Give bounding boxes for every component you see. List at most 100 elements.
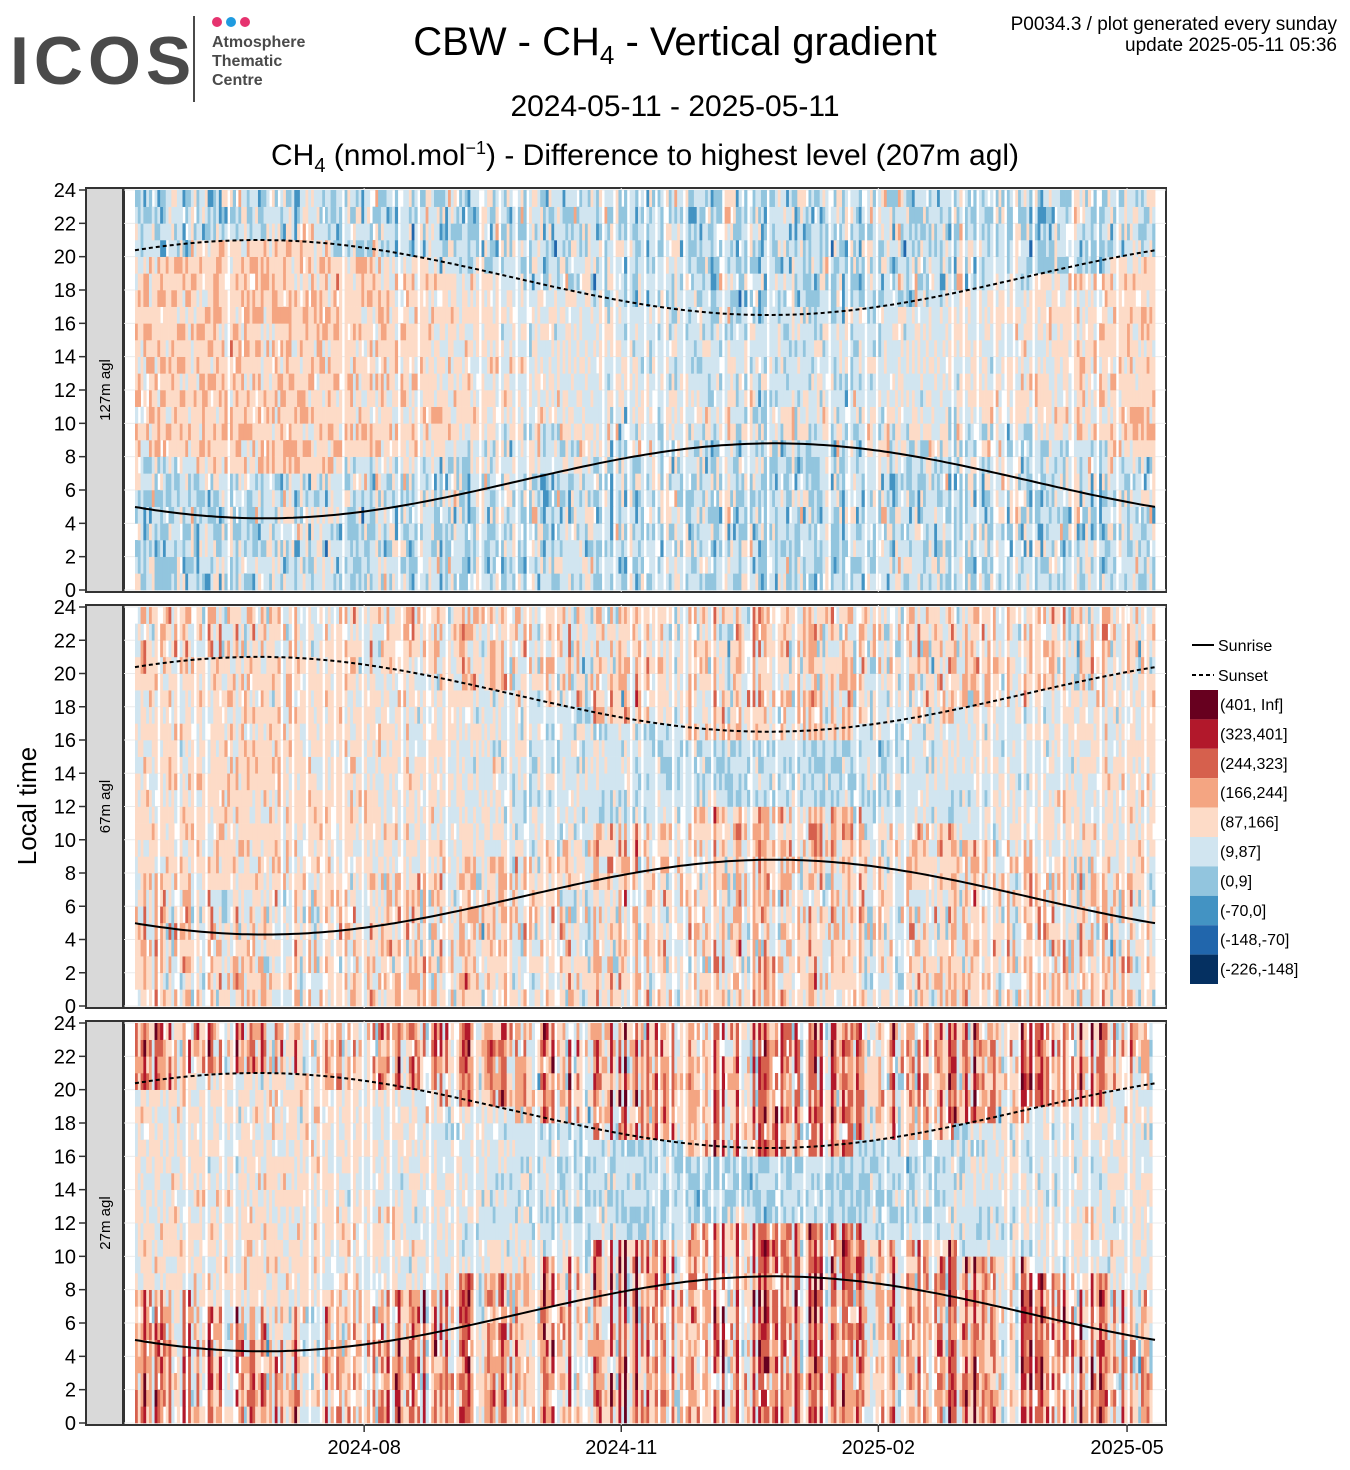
heatmap-cell [194,290,197,307]
heatmap-cell [236,307,239,324]
heatmap-cell [155,290,158,307]
heatmap-cell [233,257,236,274]
heatmap-cell [163,357,166,374]
heatmap-cell [241,240,244,257]
heatmap-cell [272,440,275,457]
heatmap-cell [317,257,320,274]
heatmap-cell [191,373,194,390]
heatmap-cell [199,323,202,340]
heatmap-cell [252,290,255,307]
heatmap-cell [289,307,292,324]
heatmap-cell [230,323,233,340]
heatmap-cell [135,490,138,507]
heatmap-cell [141,457,144,474]
heatmap-cell [319,207,322,224]
heatmap-cell [149,290,152,307]
heatmap-cell [135,190,138,207]
heatmap-cell [152,273,155,290]
heatmap-cell [289,557,292,574]
heatmap-cell [188,190,191,207]
heatmap-cell [166,523,169,540]
heatmap-cell [224,473,227,490]
heatmap-cell [196,357,199,374]
heatmap-cell [160,540,163,557]
heatmap-cell [219,190,222,207]
heatmap-cell [266,540,269,557]
heatmap-cell [166,257,169,274]
heatmap-cell [208,207,211,224]
heatmap-cell [191,440,194,457]
heatmap-cell [325,340,328,357]
heatmap-cell [266,240,269,257]
heatmap-cell [166,573,169,590]
heatmap-cell [258,257,261,274]
heatmap-cell [252,323,255,340]
heatmap-cell [322,540,325,557]
heatmap-cell [286,390,289,407]
heatmap-cell [138,573,141,590]
heatmap-cell [286,223,289,240]
heatmap-cell [303,223,306,240]
heatmap-cell [297,340,300,357]
heatmap-cell [325,273,328,290]
heatmap-cell [328,557,331,574]
heatmap-cell [236,557,239,574]
heatmap-cell [188,290,191,307]
heatmap-cell [213,307,216,324]
heatmap-cell [317,457,320,474]
heatmap-cell [275,490,278,507]
heatmap-cell [152,490,155,507]
heatmap-cell [183,257,186,274]
heatmap-cell [185,407,188,424]
heatmap-cell [280,557,283,574]
heatmap-cell [278,273,281,290]
heatmap-cell [202,423,205,440]
heatmap-cell [325,390,328,407]
heatmap-cell [216,423,219,440]
heatmap-cell [155,207,158,224]
heatmap-cell [291,423,294,440]
heatmap-cell [166,457,169,474]
heatmap-cell [216,323,219,340]
heatmap-cell [180,490,183,507]
heatmap-cell [325,407,328,424]
heatmap-cell [163,540,166,557]
heatmap-cell [244,573,247,590]
heatmap-cell [280,573,283,590]
heatmap-cell [247,357,250,374]
heatmap-cell [264,507,267,524]
heatmap-cell [308,273,311,290]
heatmap-cell [269,257,272,274]
heatmap-cell [177,390,180,407]
heatmap-cell [196,307,199,324]
heatmap-cell [157,540,160,557]
heatmap-cell [238,357,241,374]
heatmap-cell [247,423,250,440]
heatmap-cell [174,507,177,524]
heatmap-cell [317,373,320,390]
heatmap-cell [308,223,311,240]
heatmap-cell [213,557,216,574]
heatmap-cell [222,557,225,574]
heatmap-cell [146,223,149,240]
heatmap-cell [174,373,177,390]
heatmap-cell [138,207,141,224]
heatmap-cell [191,557,194,574]
heatmap-cell [322,190,325,207]
heatmap-cell [283,473,286,490]
heatmap-cell [236,290,239,307]
heatmap-cell [275,390,278,407]
heatmap-cell [236,223,239,240]
heatmap-cell [157,207,160,224]
heatmap-cell [205,490,208,507]
heatmap-cell [319,390,322,407]
heatmap-cell [280,223,283,240]
heatmap-cell [328,523,331,540]
heatmap-cell [319,290,322,307]
heatmap-cell [294,223,297,240]
heatmap-cell [272,540,275,557]
heatmap-cell [275,523,278,540]
heatmap-cell [283,207,286,224]
heatmap-cell [199,557,202,574]
heatmap-cell [188,307,191,324]
